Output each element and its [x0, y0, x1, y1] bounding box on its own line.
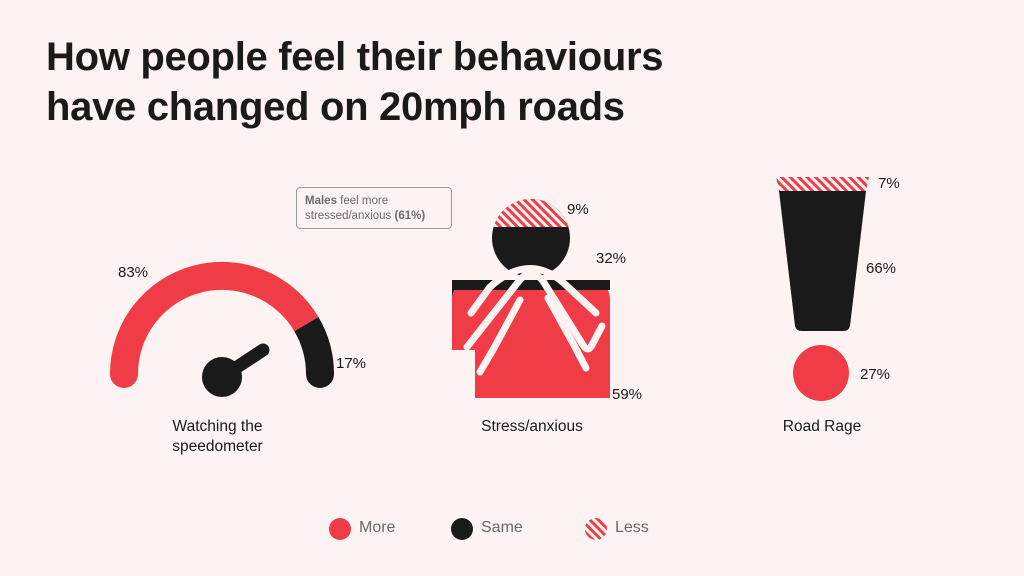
roadrage-label-same: 66% — [866, 260, 897, 277]
exclamation-mark-icon — [776, 177, 869, 401]
gauge-segment-more — [110, 261, 319, 375]
stress-label-same: 32% — [596, 250, 627, 267]
gauge-caption-line-1: Watching the — [172, 418, 263, 435]
legend-label-less: Less — [615, 519, 649, 536]
gauge-label-more: 83% — [118, 264, 149, 281]
legend-marker-less — [585, 518, 607, 540]
person-covering-face-icon — [452, 199, 610, 398]
roadrage-label-less: 7% — [878, 175, 900, 192]
roadrage-label-more: 27% — [860, 366, 891, 383]
callout-note: Males feel more stressed/anxious (61%) — [296, 187, 452, 229]
stress-label-less: 9% — [567, 201, 589, 218]
note-text-1: feel more — [336, 195, 389, 207]
gauge-label-same: 17% — [336, 355, 367, 372]
gauge-caption-line-2: speedometer — [172, 438, 263, 455]
exclamation-hatched-less — [776, 177, 869, 191]
speedometer-gauge — [110, 261, 335, 397]
roadrage-caption: Road Rage — [782, 418, 862, 435]
legend-label-same: Same — [481, 519, 523, 536]
title-line-2: have changed on 20mph roads — [46, 85, 625, 129]
gauge-segment-same — [294, 316, 335, 375]
title-line-1: How people feel their behaviours — [46, 35, 664, 79]
legend-marker-more — [329, 518, 351, 540]
gauge-caption: Watching the speedometer — [150, 417, 285, 457]
note-highlight: (61%) — [394, 210, 426, 222]
legend-marker-same — [451, 518, 473, 540]
legend-label-more: More — [359, 519, 396, 536]
chart-title: How people feel their behaviours have ch… — [46, 32, 806, 132]
speedometer-needle-icon — [202, 343, 270, 397]
stress-caption: Stress/anxious — [481, 418, 583, 435]
note-bold: Males — [305, 195, 337, 207]
stress-label-more: 59% — [612, 386, 643, 403]
note-text-2: stressed/anxious — [305, 210, 395, 222]
